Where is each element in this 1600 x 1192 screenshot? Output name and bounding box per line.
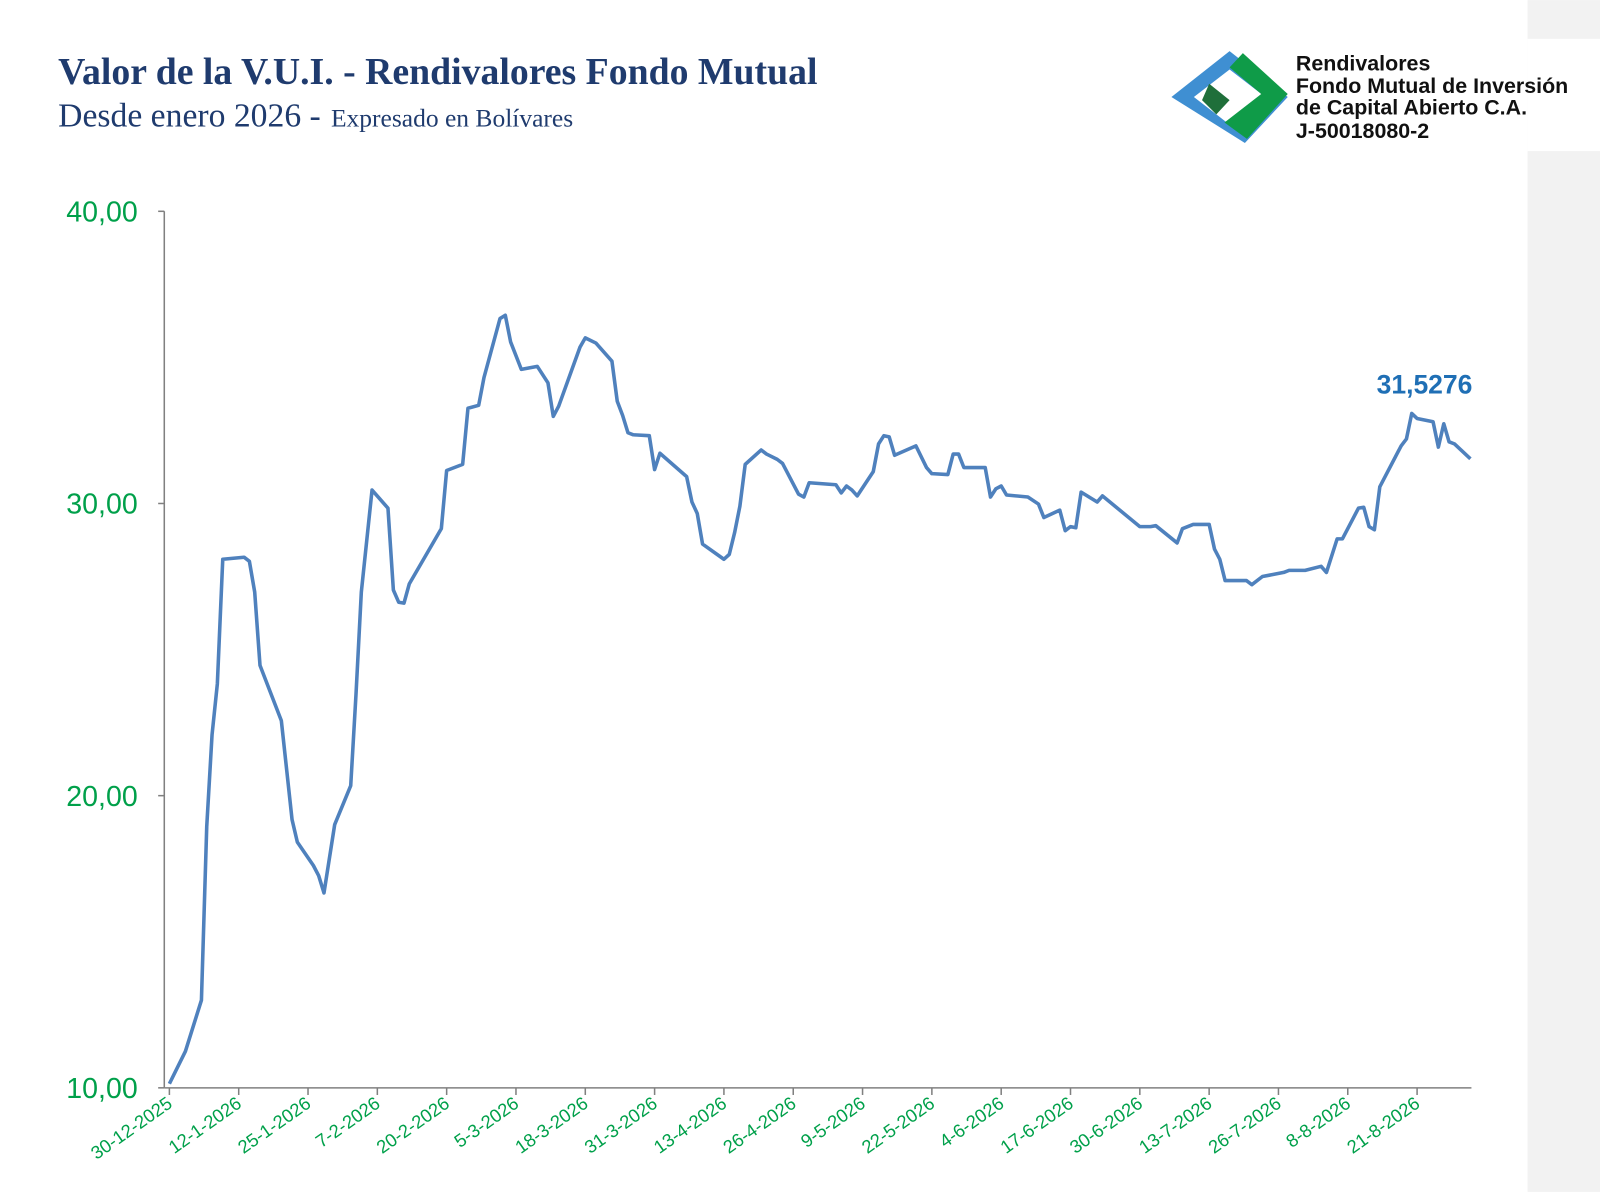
logo-shape (1224, 53, 1288, 139)
company-line: Fondo Mutual de Inversión (1296, 74, 1568, 98)
y-tick-label: 30,00 (66, 489, 137, 521)
x-tick-label: 12-1-2026 (164, 1092, 245, 1157)
x-tick-label: 20-2-2026 (372, 1092, 453, 1157)
x-tick-label: 30-6-2026 (1066, 1092, 1147, 1157)
unit-note: Expresado en Bolívares (331, 104, 573, 133)
x-tick-label: 8-8-2026 (1282, 1092, 1354, 1151)
logo: Rendivalores Fondo Mutual de Inversión d… (1171, 51, 1568, 143)
x-tick-label: 21-8-2026 (1343, 1092, 1424, 1157)
data-line (167, 313, 1472, 1085)
x-tick-label: 18-3-2026 (511, 1092, 592, 1157)
subtitle: Desde enero 2026 - (58, 98, 321, 135)
data-label: 31,5276 (1377, 370, 1473, 400)
x-tick-label: 13-7-2026 (1135, 1092, 1216, 1157)
company-name: Rendivalores (1296, 51, 1431, 75)
x-tick-label: 13-4-2026 (650, 1092, 731, 1157)
x-tick-label: 25-1-2026 (234, 1092, 315, 1157)
side-strip (1527, 0, 1600, 1192)
x-tick-label: 26-7-2026 (1204, 1092, 1285, 1157)
x-tick-label: 4-6-2026 (935, 1092, 1007, 1151)
x-tick-label: 9-5-2026 (797, 1092, 869, 1151)
y-tick-label: 40,00 (66, 197, 137, 229)
chart-subtitle: Desde enero 2026 - Expresado en Bolívare… (58, 98, 573, 135)
x-tick-label: 22-5-2026 (858, 1092, 939, 1157)
side-strip-block (1527, 38, 1600, 152)
logo-shape (1202, 83, 1230, 115)
company-line: de Capital Abierto C.A. (1296, 95, 1527, 119)
x-tick-label: 26-4-2026 (719, 1092, 800, 1157)
x-tick-label: 5-3-2026 (450, 1092, 522, 1151)
y-tick-label: 20,00 (66, 781, 137, 813)
x-tick-label: 31-3-2026 (580, 1092, 661, 1157)
x-tick-label: 7-2-2026 (311, 1092, 383, 1151)
chart-title: Valor de la V.U.I. - Rendivalores Fondo … (58, 51, 817, 93)
y-tick-label: 10,00 (66, 1073, 137, 1105)
company-line: J-50018080-2 (1296, 119, 1429, 143)
x-tick-label: 17-6-2026 (996, 1092, 1077, 1157)
